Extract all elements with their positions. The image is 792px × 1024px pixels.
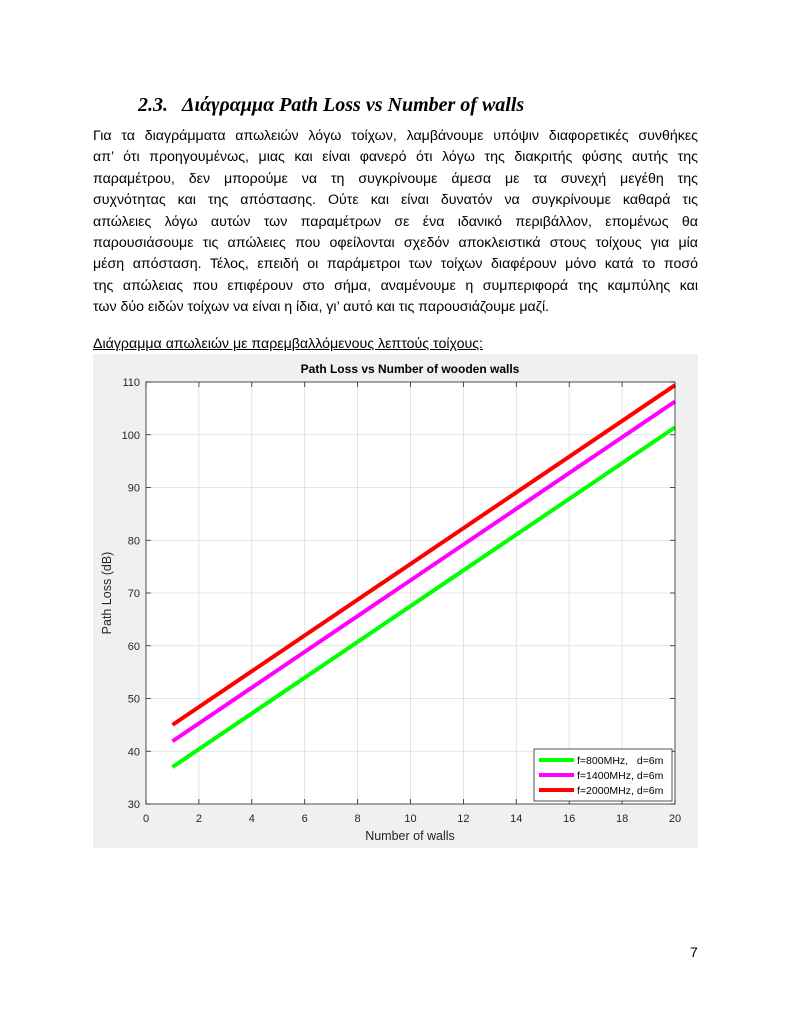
x-tick-label: 6 [302,813,308,825]
path-loss-chart: 0 2 4 6 8 10 12 14 16 18 20 30 40 50 60 70 80 90 100 110 Pa… [100,362,681,843]
legend-label: f=2000MHz, d=6m [577,785,664,797]
legend: f=800MHz, d=6m f=1400MHz, d=6m f=2000MHz, … [533,748,673,802]
x-tick-label: 0 [143,813,149,825]
y-tick-label: 110 [122,377,140,389]
section-title: Διάγραμμα Path Loss vs Number of walls [182,94,525,116]
y-tick-label: 90 [128,483,140,495]
series-line [171,399,677,743]
paragraph-line: συχνότητας και της απόστασης. Ούτε και ε… [93,192,698,209]
series-line [171,383,677,727]
x-tick-label: 20 [669,813,681,825]
x-tick-label: 8 [355,813,361,825]
paragraph-line: παραμέτρου, δεν μπορούμε να τη συγκρίνου… [93,170,698,187]
chart-figure: 0 2 4 6 8 10 12 14 16 18 20 30 40 50 60 70 80 90 100 110 Pa… [93,354,698,848]
page-number: 7 [690,944,698,960]
y-tick-label: 50 [128,694,140,706]
y-axis-label: Path Loss (dB) [100,552,114,635]
x-tick-label: 18 [616,813,628,825]
paragraph-line: απ’ ότι προηγουμένως, μιας και είναι φαν… [93,149,698,166]
y-tick-label: 70 [128,588,140,600]
series-lines [171,383,677,769]
x-tick-label: 4 [249,813,255,825]
paragraph-line: απώλειες λόγω αυτών των παραμέτρων σε έν… [93,213,698,230]
y-tick-label: 100 [122,430,140,442]
figure-caption: Διάγραμμα απωλειών με παρεμβαλλόμενους λ… [93,336,483,352]
x-tick-label: 10 [404,813,416,825]
series-line [171,425,677,769]
section-heading: 2.3. Διάγραμμα Path Loss vs Number of wal… [138,94,524,117]
y-tick-label: 60 [128,641,140,653]
legend-label: f=800MHz, d=6m [577,755,664,767]
legend-label: f=1400MHz, d=6m [577,770,664,782]
paragraph-line: των δύο ειδών τοίχων να είναι η ίδια, γι… [93,299,550,316]
section-number: 2.3. [138,94,168,116]
paragraph-line: Για τα διαγράμματα απωλειών λόγω τοίχων,… [93,128,698,144]
body-paragraph: Για τα διαγράμματα απωλειών λόγω τοίχων,… [93,126,698,319]
y-tick-label: 30 [128,799,140,811]
paragraph-line: παρουσιάσουμε τις απώλειες που οφείλοντα… [93,234,698,251]
y-tick-label: 40 [128,746,140,758]
paragraph-line: της απώλειας που επιφέρουν στο σήμα, ανα… [93,277,698,294]
x-tick-label: 12 [457,813,469,825]
x-axis-label: Number of walls [365,829,455,843]
x-tick-label: 14 [510,813,522,825]
paragraph-line: μέση απόσταση. Τέλος, επειδή οι παράμετρ… [93,256,698,273]
x-tick-label: 16 [563,813,575,825]
y-tick-label: 80 [128,535,140,547]
x-tick-label: 2 [196,813,202,825]
axis-ticks: 0 2 4 6 8 10 12 14 16 18 20 30 40 50 60 70 80 90 100 110 [122,377,681,825]
chart-title: Path Loss vs Number of wooden walls [301,362,520,376]
